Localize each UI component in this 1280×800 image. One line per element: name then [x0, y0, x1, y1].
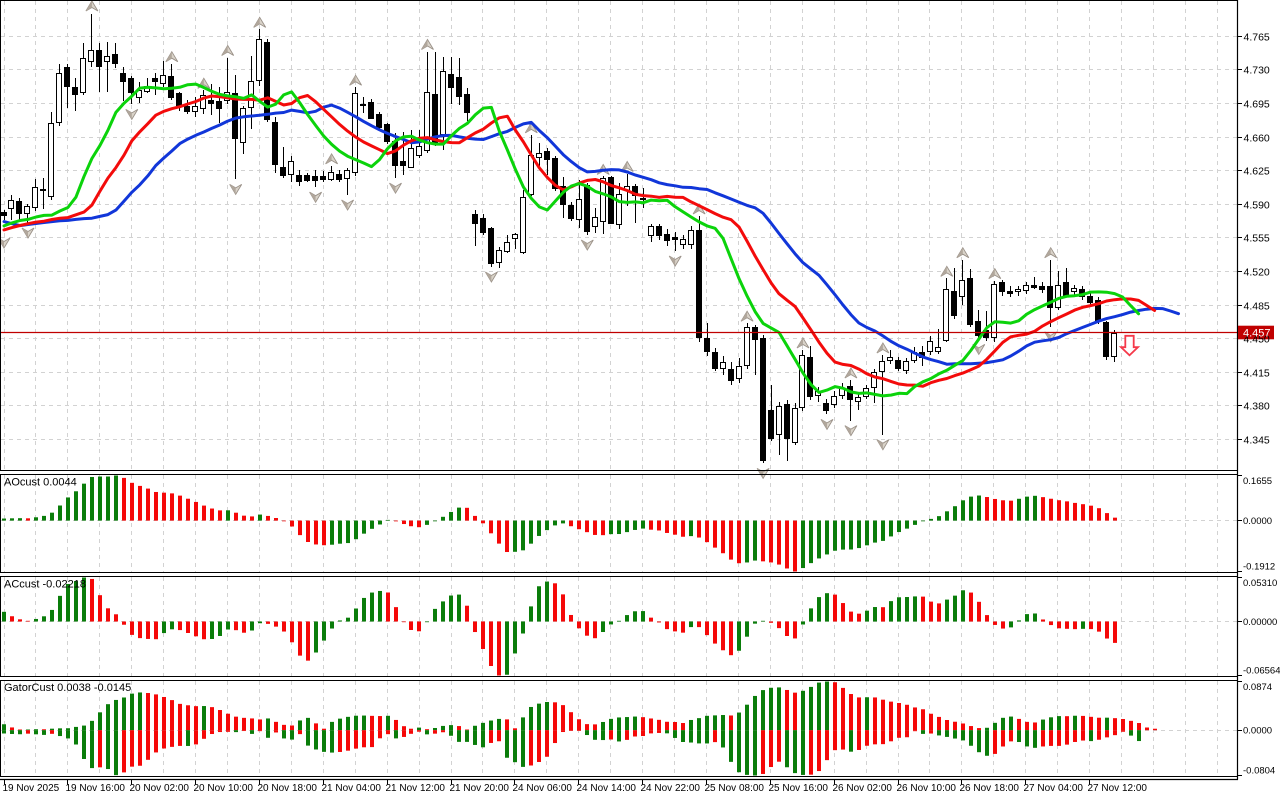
svg-text:21 Nov 04:00: 21 Nov 04:00 — [322, 783, 382, 794]
svg-text:4.415: 4.415 — [1244, 367, 1270, 379]
svg-text:25 Nov 08:00: 25 Nov 08:00 — [705, 783, 765, 794]
svg-text:26 Nov 02:00: 26 Nov 02:00 — [833, 783, 893, 794]
svg-text:0.1655: 0.1655 — [1243, 476, 1272, 487]
svg-text:4.380: 4.380 — [1244, 400, 1270, 412]
svg-text:0.05310: 0.05310 — [1243, 578, 1277, 589]
svg-text:26 Nov 18:00: 26 Nov 18:00 — [960, 783, 1020, 794]
svg-text:4.485: 4.485 — [1244, 300, 1270, 312]
svg-text:-0.0804: -0.0804 — [1243, 765, 1275, 776]
svg-text:4.730: 4.730 — [1244, 64, 1270, 76]
svg-text:26 Nov 10:00: 26 Nov 10:00 — [897, 783, 957, 794]
svg-text:25 Nov 16:00: 25 Nov 16:00 — [769, 783, 829, 794]
svg-text:24 Nov 06:00: 24 Nov 06:00 — [513, 783, 573, 794]
svg-text:19 Nov 16:00: 19 Nov 16:00 — [66, 783, 126, 794]
svg-text:19 Nov 2025: 19 Nov 2025 — [3, 783, 60, 794]
svg-text:0.00000: 0.00000 — [1243, 617, 1277, 628]
svg-text:24 Nov 22:00: 24 Nov 22:00 — [641, 783, 701, 794]
svg-text:4.520: 4.520 — [1244, 266, 1270, 278]
svg-text:4.450: 4.450 — [1244, 333, 1270, 345]
svg-text:4.695: 4.695 — [1244, 98, 1270, 110]
svg-text:20 Nov 10:00: 20 Nov 10:00 — [194, 783, 254, 794]
svg-text:27 Nov 12:00: 27 Nov 12:00 — [1088, 783, 1148, 794]
svg-text:4.660: 4.660 — [1244, 132, 1270, 144]
svg-text:4.457: 4.457 — [1243, 328, 1271, 340]
svg-text:-0.1912: -0.1912 — [1243, 561, 1275, 572]
svg-text:-0.06564: -0.06564 — [1243, 665, 1280, 676]
svg-text:4.555: 4.555 — [1244, 232, 1270, 244]
svg-text:4.625: 4.625 — [1244, 165, 1270, 177]
svg-text:4.590: 4.590 — [1244, 199, 1270, 211]
svg-text:4.345: 4.345 — [1244, 434, 1270, 446]
svg-text:21 Nov 12:00: 21 Nov 12:00 — [386, 783, 446, 794]
svg-text:0.0000: 0.0000 — [1243, 726, 1272, 737]
svg-text:24 Nov 14:00: 24 Nov 14:00 — [577, 783, 637, 794]
svg-text:GatorCust 0.0038 -0.0145: GatorCust 0.0038 -0.0145 — [4, 682, 131, 694]
svg-text:AOcust 0.0044: AOcust 0.0044 — [4, 477, 77, 489]
svg-text:0.0000: 0.0000 — [1243, 516, 1272, 527]
svg-text:0.0874: 0.0874 — [1243, 682, 1272, 693]
svg-text:ACcust -0.02218: ACcust -0.02218 — [4, 579, 86, 591]
svg-text:4.765: 4.765 — [1244, 31, 1270, 43]
svg-text:21 Nov 20:00: 21 Nov 20:00 — [450, 783, 510, 794]
svg-text:20 Nov 02:00: 20 Nov 02:00 — [130, 783, 190, 794]
svg-text:20 Nov 18:00: 20 Nov 18:00 — [258, 783, 318, 794]
svg-text:27 Nov 04:00: 27 Nov 04:00 — [1024, 783, 1084, 794]
